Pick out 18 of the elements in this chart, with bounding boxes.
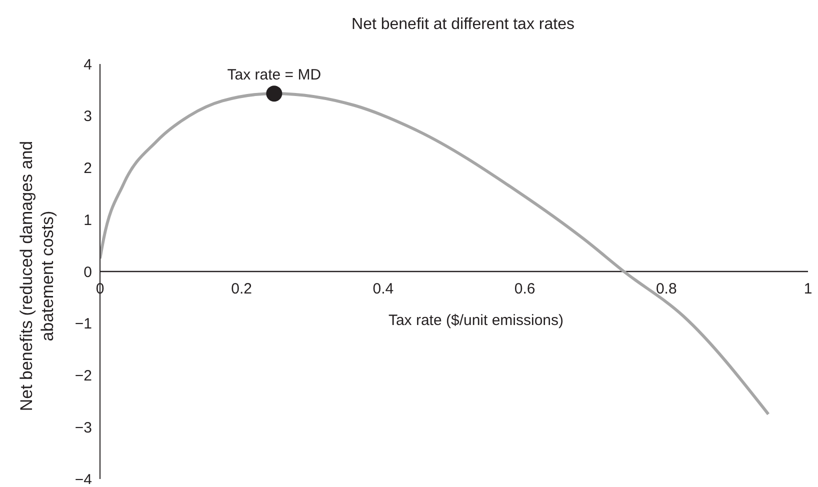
y-axis-title: Net benefits (reduced damages and abatement costs) — [16, 140, 58, 414]
y-tick-label: −1 — [74, 316, 92, 333]
y-tick-label: 4 — [84, 56, 92, 74]
x-tick-label: 0.4 — [372, 280, 394, 298]
y-tick-label: −2 — [74, 368, 92, 385]
annotation: Tax rate = MD — [227, 66, 322, 84]
y-tick-label: −4 — [74, 471, 92, 487]
x-tick-label: 0.2 — [231, 280, 252, 298]
x-tick-label: 0.8 — [656, 280, 677, 298]
y-tick-label: 3 — [84, 108, 92, 126]
x-axis-title: Tax rate ($/unit emissions) — [387, 312, 565, 328]
y-tick-label: −3 — [74, 419, 92, 436]
y-tick-label: 2 — [84, 160, 92, 178]
chart-title: Net benefit at different tax rates — [350, 16, 576, 34]
x-tick-label: 0.6 — [514, 280, 536, 298]
x-tick-label: 1 — [804, 280, 812, 298]
y-tick-label: 1 — [84, 212, 92, 229]
y-tick-label: 0 — [84, 264, 92, 281]
